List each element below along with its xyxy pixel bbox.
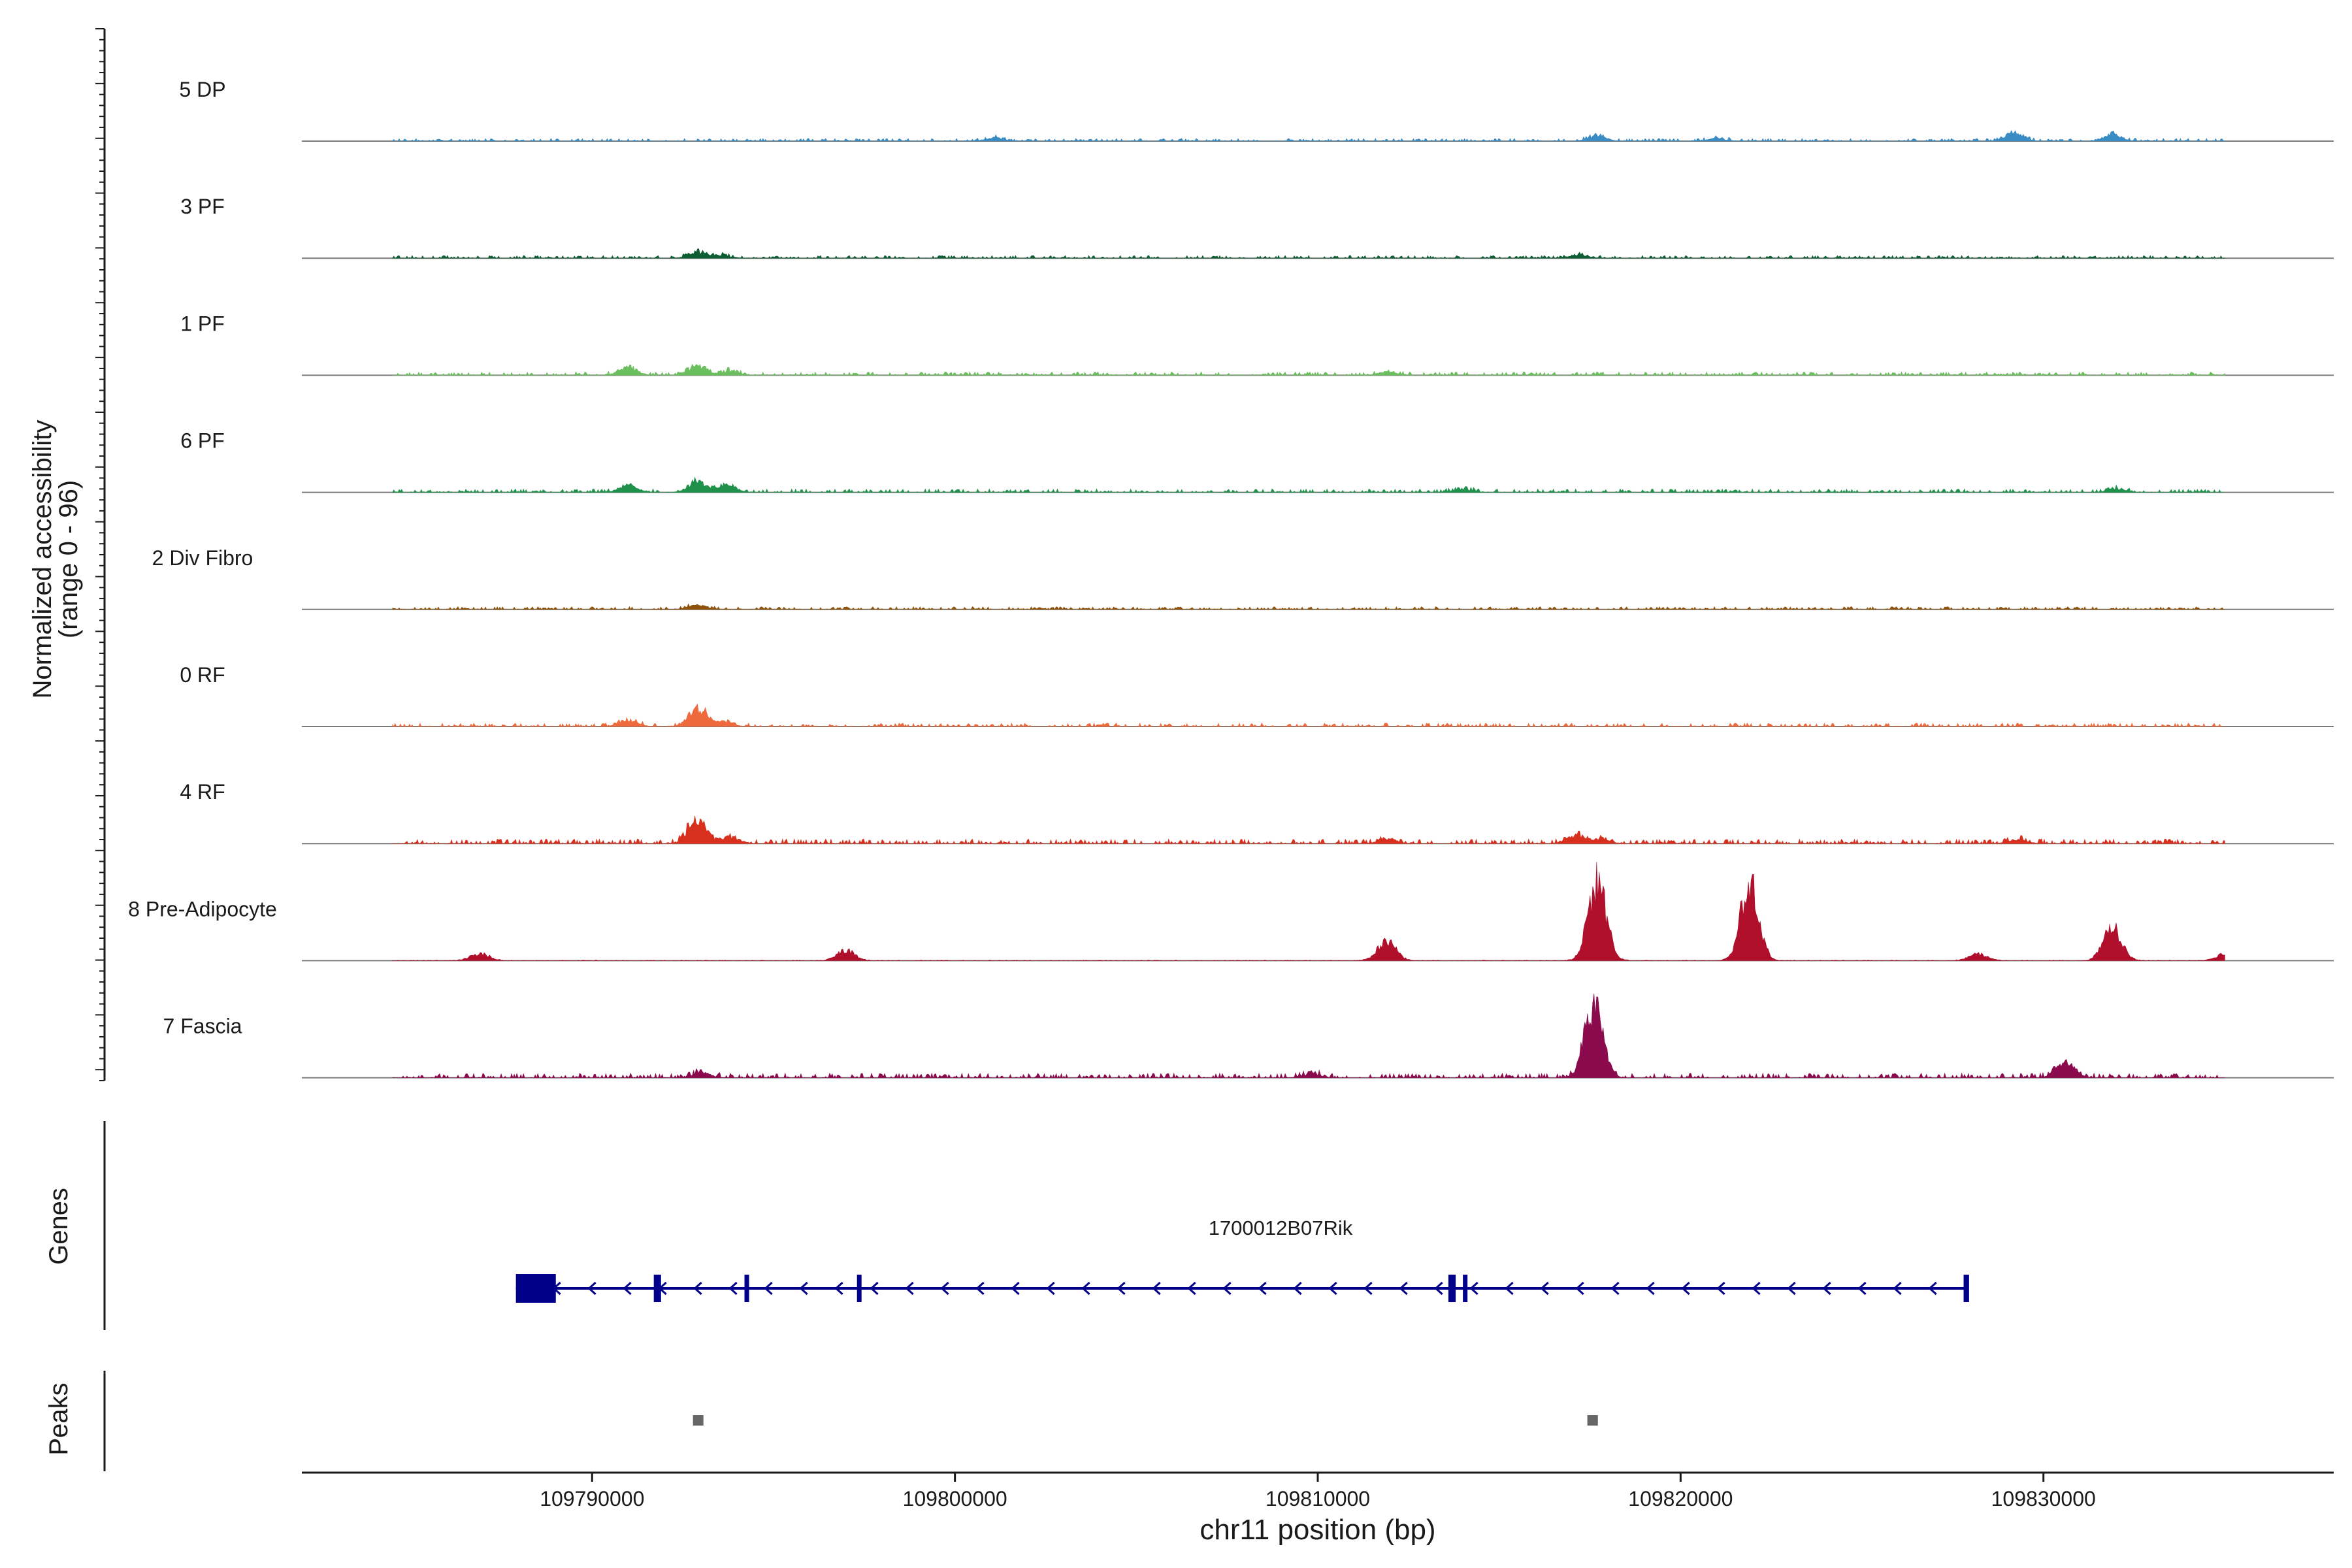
track-label: 0 RF (180, 663, 225, 687)
strand-arrow (1928, 1281, 1937, 1296)
x-tick-label: 109810000 (1266, 1487, 1370, 1511)
track-label: 8 Pre-Adipocyte (128, 897, 277, 921)
strand-arrow (693, 1281, 702, 1296)
coverage-area (392, 603, 2225, 610)
strand-arrow (1328, 1281, 1337, 1296)
coverage-area (392, 129, 2225, 142)
track-label: 5 DP (179, 78, 225, 101)
gene-name-label: 1700012B07Rik (1209, 1217, 1353, 1239)
gene-exon (515, 1274, 556, 1303)
strand-arrow (834, 1281, 843, 1296)
strand-arrow (1681, 1281, 1690, 1296)
coverage-area (392, 476, 2225, 493)
strand-arrow (587, 1281, 596, 1296)
genes-panel-label: Genes (44, 1188, 73, 1265)
track-2-div-fibro: 2 Div Fibro (152, 546, 2334, 610)
gene-exon (857, 1275, 862, 1302)
strand-arrow (1822, 1281, 1831, 1296)
coverage-area (392, 862, 2225, 961)
x-axis-ticks: 109790000 109800000 109810000 109820000 1098… (540, 1473, 2096, 1511)
x-tick-label: 109790000 (540, 1487, 644, 1511)
track-label: 3 PF (180, 195, 225, 218)
track-8-pre-adipocyte: 8 Pre-Adipocyte (128, 862, 2334, 962)
track-0-rf: 0 RF (180, 663, 2334, 727)
coverage-area (392, 248, 2225, 259)
strand-arrow (1117, 1281, 1126, 1296)
x-tick-label: 109830000 (1991, 1487, 2096, 1511)
strand-arrow (1152, 1281, 1161, 1296)
gene-exon (1463, 1275, 1468, 1302)
x-tick-label: 109820000 (1628, 1487, 1733, 1511)
strand-arrow (1293, 1281, 1302, 1296)
track-4-rf: 4 RF (180, 780, 2334, 845)
strand-arrow (905, 1281, 914, 1296)
strand-arrow (1222, 1281, 1232, 1296)
track-5-dp: 5 DP (179, 78, 2334, 142)
strand-arrow (764, 1281, 773, 1296)
strand-arrow (728, 1281, 738, 1296)
strand-arrow (1716, 1281, 1725, 1296)
gene-model (515, 1274, 1969, 1303)
track-label: 6 PF (180, 429, 225, 453)
coverage-tracks: 5 DP 3 PF 1 PF 6 PF 2 Div Fibro 0 RF 4 RF 8 Pre… (128, 78, 2334, 1079)
strand-arrow (1752, 1281, 1761, 1296)
coverage-area (392, 703, 2225, 727)
gene-exon (1963, 1275, 1969, 1302)
peak-region (1587, 1415, 1598, 1426)
coverage-area (392, 993, 2225, 1079)
track-7-fascia: 7 Fascia (163, 993, 2334, 1079)
y-axis-title-line1: Normalized accessibility (28, 420, 57, 699)
strand-arrow (1364, 1281, 1373, 1296)
strand-arrow (940, 1281, 949, 1296)
track-label: 7 Fascia (163, 1015, 242, 1038)
strand-arrow (1011, 1281, 1020, 1296)
strand-arrow (1540, 1281, 1549, 1296)
track-label: 1 PF (180, 312, 225, 335)
x-tick-label: 109800000 (903, 1487, 1007, 1511)
coverage-area (392, 363, 2225, 376)
peak-region (693, 1415, 704, 1426)
strand-arrow (1187, 1281, 1196, 1296)
gene-exon (653, 1275, 661, 1302)
strand-arrow (870, 1281, 879, 1296)
y-axis (95, 28, 106, 1081)
strand-arrow (1399, 1281, 1408, 1296)
gene-exon (744, 1275, 749, 1302)
strand-arrow (1857, 1281, 1867, 1296)
strand-arrow (623, 1281, 632, 1296)
strand-arrow (1575, 1281, 1584, 1296)
coverage-area (392, 815, 2225, 845)
strand-arrow (1646, 1281, 1655, 1296)
strand-arrow (1434, 1281, 1443, 1296)
x-axis-title: chr11 position (bp) (1200, 1514, 1435, 1546)
track-label: 2 Div Fibro (152, 546, 253, 570)
strand-arrow (1046, 1281, 1055, 1296)
gene-exon (1448, 1275, 1456, 1302)
strand-arrow (1893, 1281, 1902, 1296)
strand-arrow (975, 1281, 985, 1296)
strand-arrow (1610, 1281, 1620, 1296)
peak-regions (693, 1415, 1598, 1426)
y-axis-title-line2: (range 0 - 96) (54, 480, 83, 638)
track-6-pf: 6 PF (180, 429, 2334, 493)
strand-arrow (1469, 1281, 1478, 1296)
strand-arrow (1081, 1281, 1090, 1296)
track-label: 4 RF (180, 780, 225, 804)
track-3-pf: 3 PF (180, 195, 2334, 259)
strand-arrow (1258, 1281, 1267, 1296)
strand-arrow (1787, 1281, 1796, 1296)
track-1-pf: 1 PF (180, 312, 2334, 376)
peaks-panel-label: Peaks (44, 1382, 73, 1455)
strand-arrow (1505, 1281, 1514, 1296)
strand-arrow (799, 1281, 808, 1296)
